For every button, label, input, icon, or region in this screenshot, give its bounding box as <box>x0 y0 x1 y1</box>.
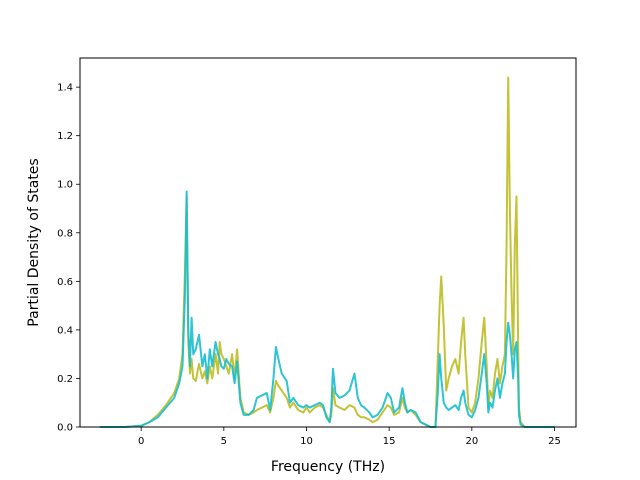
series-line-1 <box>99 76 555 428</box>
x-tick-label: 0 <box>138 436 144 447</box>
x-tick-label: 15 <box>383 436 396 447</box>
y-tick-label: 0.0 <box>57 423 73 434</box>
y-tick-label: 0.8 <box>57 228 73 239</box>
x-tick-label: 25 <box>548 436 561 447</box>
series-layer <box>99 76 555 428</box>
y-axis-label: Partial Density of States <box>26 158 42 326</box>
x-tick-label: 10 <box>300 436 313 447</box>
x-tick-label: 5 <box>221 436 227 447</box>
y-tick-label: 0.6 <box>57 277 73 288</box>
y-tick-label: 1.0 <box>57 180 73 191</box>
plot-area-frame <box>79 57 577 428</box>
x-axis-ticks: 0 5 10 15 20 25 <box>138 427 561 447</box>
y-tick-label: 1.4 <box>57 83 73 94</box>
y-tick-label: 0.2 <box>57 374 73 385</box>
series-line-2 <box>99 190 555 428</box>
y-tick-label: 0.4 <box>57 325 73 336</box>
x-axis-label: Frequency (THz) <box>271 459 385 475</box>
y-tick-label: 1.2 <box>57 131 73 142</box>
x-tick-label: 20 <box>465 436 478 447</box>
y-axis-ticks: 0.0 0.2 0.4 0.6 0.8 1.0 1.2 1.4 <box>57 83 80 434</box>
